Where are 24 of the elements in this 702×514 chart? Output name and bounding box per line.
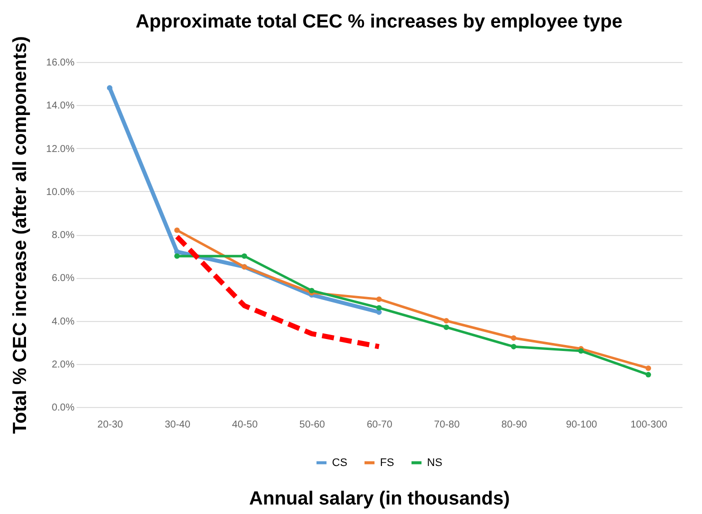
x-tick-label: 90-100 [566,420,598,430]
y-tick-label: 8.0% [52,230,75,241]
y-axis-title: Total % CEC increase (after all components) [10,36,32,434]
legend-label: NS [427,456,442,469]
y-tick-label: 16.0% [46,58,75,68]
x-tick-label: 20-30 [97,420,124,430]
x-tick-label: 40-50 [232,420,258,430]
legend-label: FS [380,456,394,469]
legend-label: CS [332,456,348,469]
y-tick-label: 12.0% [46,144,75,155]
y-tick-label: 6.0% [52,273,75,284]
y-tick-label: 10.0% [46,186,75,198]
y-tick-label: 2.0% [52,359,75,370]
y-tick-label: 4.0% [52,316,75,328]
x-tick-label: 70-80 [434,420,460,430]
x-tick-label: 80-90 [501,420,528,430]
x-axis-title: Annual salary (in thousands) [249,488,510,510]
chart-title: Approximate total CEC % increases by employee type [136,12,622,33]
x-tick-label: 30-40 [164,420,191,430]
y-tick-label: 0.0% [52,402,75,414]
x-tick-label: 100-300 [630,420,668,430]
x-tick-label: 50-60 [299,420,326,430]
y-tick-label: 14.0% [46,100,75,112]
x-tick-label: 60-70 [366,420,393,430]
